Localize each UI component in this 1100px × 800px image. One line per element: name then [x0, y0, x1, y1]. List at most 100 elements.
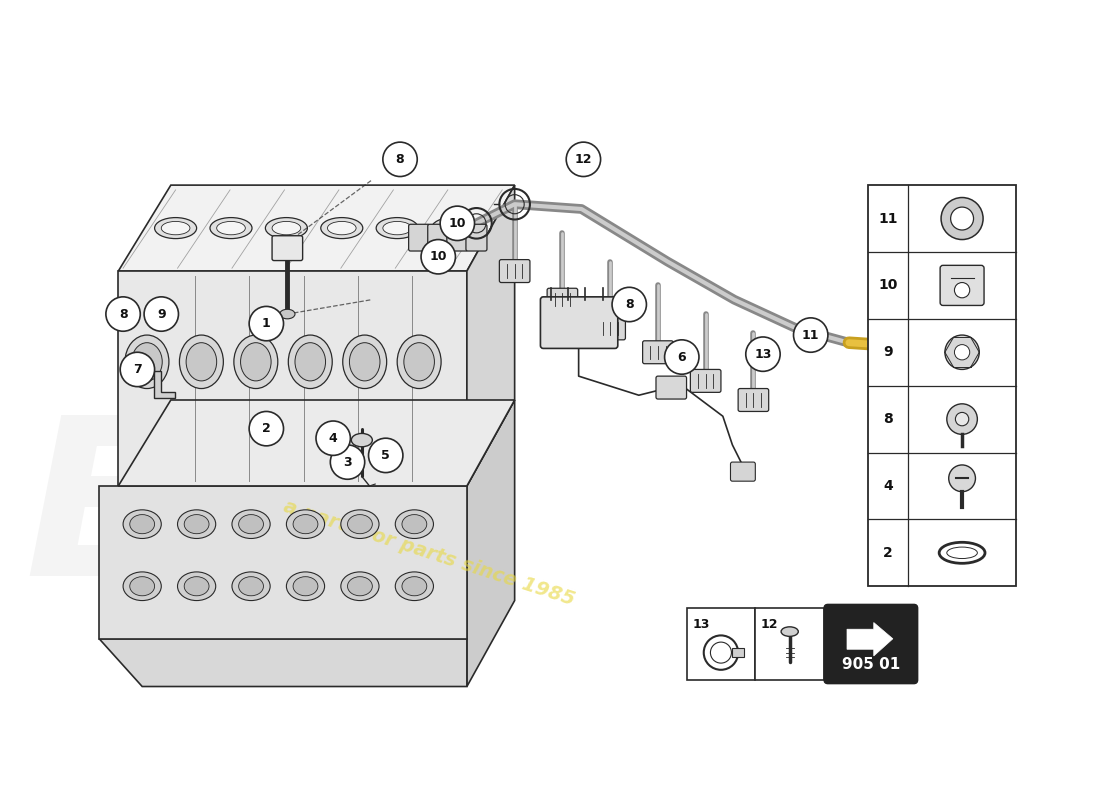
Ellipse shape: [288, 335, 332, 389]
Text: 7: 7: [133, 363, 142, 376]
Text: 1: 1: [262, 317, 271, 330]
Ellipse shape: [295, 342, 326, 381]
Ellipse shape: [293, 577, 318, 596]
Text: 4: 4: [329, 432, 338, 445]
Polygon shape: [99, 486, 466, 638]
Ellipse shape: [272, 222, 300, 234]
FancyBboxPatch shape: [656, 376, 686, 399]
Ellipse shape: [155, 218, 197, 238]
Polygon shape: [119, 400, 515, 486]
Circle shape: [704, 635, 738, 670]
Circle shape: [945, 335, 979, 370]
Polygon shape: [99, 638, 466, 686]
Ellipse shape: [395, 510, 433, 538]
FancyBboxPatch shape: [447, 224, 468, 251]
Polygon shape: [466, 400, 515, 686]
Circle shape: [950, 207, 974, 230]
FancyBboxPatch shape: [428, 224, 449, 251]
Circle shape: [421, 239, 455, 274]
Bar: [868, 185, 1016, 586]
Circle shape: [948, 465, 976, 492]
Text: 8: 8: [883, 412, 893, 426]
Circle shape: [664, 340, 698, 374]
Circle shape: [120, 352, 155, 386]
Circle shape: [746, 337, 780, 371]
FancyBboxPatch shape: [547, 288, 578, 311]
Text: 8: 8: [625, 298, 634, 311]
Circle shape: [440, 206, 474, 241]
Circle shape: [144, 297, 178, 331]
Circle shape: [383, 142, 417, 177]
Circle shape: [330, 445, 365, 479]
Text: 3: 3: [343, 455, 352, 469]
Ellipse shape: [376, 218, 418, 238]
FancyBboxPatch shape: [730, 462, 756, 481]
Circle shape: [612, 287, 647, 322]
Ellipse shape: [232, 510, 271, 538]
Ellipse shape: [348, 577, 372, 596]
Text: 10: 10: [449, 217, 466, 230]
Ellipse shape: [286, 572, 324, 601]
Ellipse shape: [239, 577, 264, 596]
Ellipse shape: [123, 510, 162, 538]
Circle shape: [316, 421, 351, 455]
Ellipse shape: [130, 577, 155, 596]
Ellipse shape: [397, 335, 441, 389]
FancyBboxPatch shape: [691, 370, 720, 392]
Circle shape: [368, 438, 403, 473]
Ellipse shape: [279, 310, 295, 319]
Ellipse shape: [241, 342, 271, 381]
Bar: [686, 608, 756, 680]
Bar: [733, 648, 744, 658]
Ellipse shape: [239, 514, 264, 534]
FancyBboxPatch shape: [738, 389, 769, 411]
Ellipse shape: [350, 342, 380, 381]
Circle shape: [711, 642, 732, 663]
FancyBboxPatch shape: [642, 341, 673, 364]
Ellipse shape: [402, 514, 427, 534]
Ellipse shape: [321, 218, 363, 238]
Ellipse shape: [179, 335, 223, 389]
Ellipse shape: [404, 342, 434, 381]
Ellipse shape: [184, 577, 209, 596]
Ellipse shape: [348, 514, 372, 534]
Text: 12: 12: [761, 618, 779, 630]
FancyBboxPatch shape: [466, 224, 487, 251]
FancyBboxPatch shape: [408, 224, 430, 251]
Ellipse shape: [341, 510, 380, 538]
Ellipse shape: [177, 510, 216, 538]
Circle shape: [955, 282, 970, 298]
Text: 12: 12: [574, 153, 592, 166]
FancyBboxPatch shape: [824, 604, 917, 684]
Text: 13: 13: [755, 348, 771, 361]
Text: 11: 11: [802, 329, 820, 342]
Ellipse shape: [232, 572, 271, 601]
Ellipse shape: [162, 222, 190, 234]
Text: 905 01: 905 01: [842, 657, 900, 672]
Text: 8: 8: [396, 153, 405, 166]
Ellipse shape: [293, 514, 318, 534]
Circle shape: [793, 318, 828, 352]
Circle shape: [566, 142, 601, 177]
Polygon shape: [847, 622, 893, 656]
Ellipse shape: [328, 222, 356, 234]
FancyBboxPatch shape: [940, 266, 984, 306]
Ellipse shape: [402, 577, 427, 596]
Ellipse shape: [125, 335, 169, 389]
Ellipse shape: [265, 218, 307, 238]
Text: 9: 9: [157, 307, 166, 321]
FancyBboxPatch shape: [272, 236, 302, 261]
Text: 10: 10: [429, 250, 447, 263]
Text: 5: 5: [382, 449, 390, 462]
Ellipse shape: [781, 627, 799, 636]
Ellipse shape: [184, 514, 209, 534]
FancyBboxPatch shape: [540, 297, 618, 349]
Ellipse shape: [341, 572, 380, 601]
Polygon shape: [154, 371, 175, 398]
Ellipse shape: [234, 335, 278, 389]
Polygon shape: [119, 271, 466, 486]
Text: 2: 2: [883, 546, 893, 560]
Circle shape: [956, 413, 969, 426]
Text: 13: 13: [692, 618, 710, 630]
Text: 10: 10: [879, 278, 898, 292]
